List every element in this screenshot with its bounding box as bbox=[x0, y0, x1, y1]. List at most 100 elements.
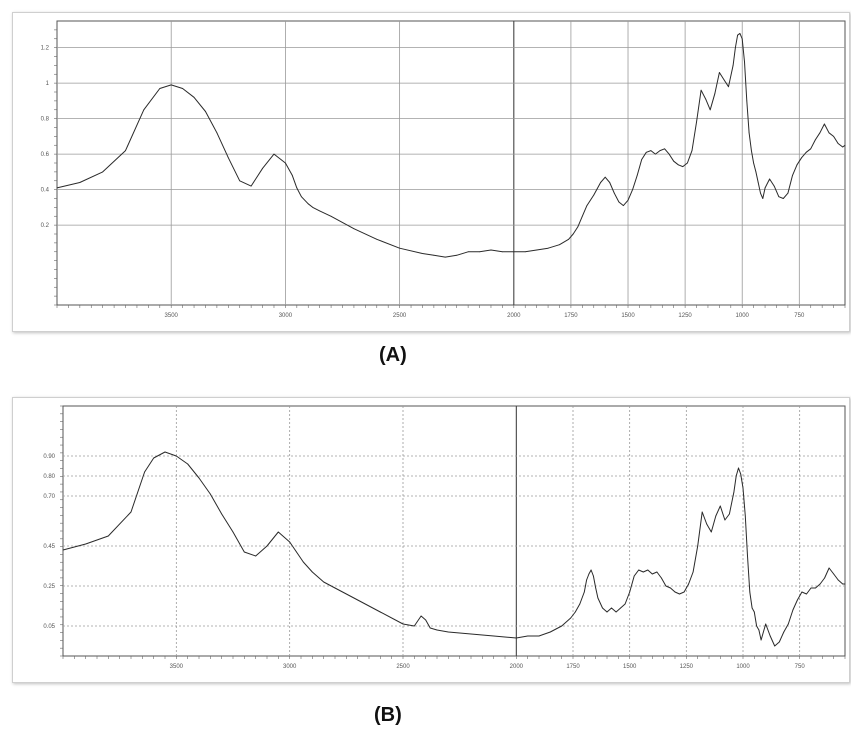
data-point bbox=[810, 148, 812, 150]
data-point bbox=[62, 549, 64, 551]
data-point bbox=[758, 629, 760, 631]
data-point bbox=[677, 164, 679, 166]
data-point bbox=[433, 254, 435, 256]
data-point bbox=[769, 635, 771, 637]
data-point bbox=[425, 619, 427, 621]
data-point bbox=[806, 593, 807, 595]
data-point bbox=[239, 180, 241, 182]
data-point bbox=[665, 585, 667, 587]
y-tick-label: 1.2 bbox=[41, 46, 50, 52]
data-point bbox=[422, 253, 423, 254]
data-point bbox=[399, 247, 400, 249]
data-point bbox=[679, 593, 680, 595]
data-point bbox=[673, 160, 675, 162]
data-point bbox=[602, 607, 603, 609]
data-point bbox=[586, 205, 588, 207]
data-point bbox=[797, 599, 798, 601]
data-point bbox=[705, 98, 707, 100]
y-tick-label: 1 bbox=[46, 81, 50, 87]
data-point bbox=[778, 196, 780, 198]
data-point bbox=[593, 194, 595, 196]
data-point bbox=[664, 148, 665, 150]
data-point bbox=[515, 637, 517, 639]
data-point bbox=[733, 491, 735, 493]
data-point bbox=[651, 573, 653, 575]
data-point bbox=[764, 187, 766, 189]
data-point bbox=[561, 625, 563, 627]
spectrum-chart-b: 350030002500200017501500125010007505000.… bbox=[43, 405, 846, 670]
data-point bbox=[714, 93, 716, 95]
data-point bbox=[302, 561, 304, 563]
data-point bbox=[753, 162, 754, 164]
data-point bbox=[747, 555, 748, 557]
data-point bbox=[700, 89, 702, 91]
data-point bbox=[737, 34, 738, 36]
data-point bbox=[670, 587, 671, 589]
data-point bbox=[837, 143, 839, 144]
data-point bbox=[773, 185, 775, 187]
data-point bbox=[125, 150, 126, 152]
data-point bbox=[706, 523, 708, 525]
data-point bbox=[687, 162, 688, 164]
data-point bbox=[611, 607, 612, 609]
y-tick-label: 0.70 bbox=[43, 494, 55, 500]
data-point bbox=[581, 215, 583, 217]
data-point bbox=[833, 136, 834, 137]
data-point bbox=[577, 226, 579, 228]
data-point bbox=[824, 123, 825, 125]
data-point bbox=[209, 493, 211, 495]
data-point bbox=[760, 639, 762, 641]
data-point bbox=[164, 451, 166, 453]
data-point bbox=[102, 171, 104, 173]
data-point bbox=[593, 575, 594, 577]
x-tick-label: 1000 bbox=[736, 664, 750, 670]
data-point bbox=[307, 203, 309, 205]
data-point bbox=[583, 591, 585, 593]
data-point bbox=[323, 581, 325, 583]
data-point bbox=[650, 150, 652, 152]
x-tick-label: 3500 bbox=[170, 664, 184, 670]
data-point bbox=[538, 635, 540, 637]
y-tick-label: 0.6 bbox=[41, 152, 50, 158]
data-point bbox=[618, 201, 620, 203]
data-point bbox=[296, 187, 298, 189]
data-point bbox=[801, 157, 802, 159]
data-point bbox=[376, 238, 378, 240]
data-point bbox=[696, 121, 697, 123]
plot-frame bbox=[56, 20, 846, 306]
data-point bbox=[144, 471, 146, 473]
data-point bbox=[273, 153, 275, 155]
data-point bbox=[735, 475, 737, 477]
x-tick-label: 2500 bbox=[396, 664, 410, 670]
data-point bbox=[755, 171, 757, 173]
data-point bbox=[636, 175, 638, 176]
data-point bbox=[641, 159, 643, 160]
x-tick-label: 1500 bbox=[621, 313, 635, 319]
data-point bbox=[757, 182, 759, 183]
data-point bbox=[661, 577, 662, 579]
data-point bbox=[792, 175, 793, 176]
data-point bbox=[633, 575, 635, 577]
data-point bbox=[774, 645, 776, 647]
data-point bbox=[842, 583, 844, 585]
data-point bbox=[232, 531, 234, 533]
data-point bbox=[379, 611, 381, 613]
data-point bbox=[741, 38, 743, 40]
data-point bbox=[815, 587, 816, 589]
plot-frame bbox=[62, 405, 846, 657]
data-point bbox=[609, 182, 611, 183]
data-point bbox=[744, 61, 745, 63]
data-point bbox=[642, 571, 644, 573]
data-point bbox=[291, 175, 293, 176]
y-tick-label: 0.25 bbox=[43, 584, 55, 590]
data-point bbox=[159, 88, 161, 89]
data-point bbox=[255, 555, 257, 557]
data-point bbox=[502, 251, 503, 253]
data-point bbox=[413, 625, 415, 627]
y-tick-label: 0.4 bbox=[41, 188, 50, 194]
x-tick-label: 1250 bbox=[680, 664, 694, 670]
data-point bbox=[762, 198, 764, 199]
x-tick-label: 1000 bbox=[736, 313, 750, 319]
caption-b: (B) bbox=[374, 704, 402, 726]
y-tick-label: 0.8 bbox=[41, 117, 50, 123]
